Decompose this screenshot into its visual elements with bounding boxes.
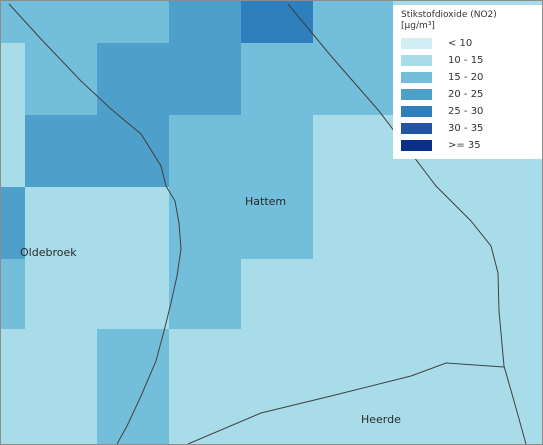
legend-swatch: [401, 140, 432, 151]
place-label-oldebroek: Oldebroek: [20, 246, 77, 259]
legend: Stikstofdioxide (NO2) [µg/m³] < 10 10 - …: [393, 5, 542, 159]
legend-label: 30 - 35: [448, 123, 484, 134]
road-south: [187, 362, 505, 444]
legend-item: 20 - 25: [401, 86, 536, 103]
grid-cell: [25, 43, 97, 115]
grid-cell: [169, 259, 241, 329]
legend-swatch: [401, 123, 432, 134]
legend-item: 25 - 30: [401, 103, 536, 120]
grid-cell: [169, 115, 313, 259]
legend-label: < 10: [448, 38, 473, 49]
place-label-heerde: Heerde: [361, 413, 401, 426]
grid-cell: [97, 43, 169, 115]
place-label-hattem: Hattem: [245, 195, 287, 208]
legend-label: 25 - 30: [448, 106, 484, 117]
legend-swatch: [401, 55, 432, 66]
legend-title: Stikstofdioxide (NO2): [401, 10, 497, 20]
grid-cell: [25, 115, 169, 187]
grid-cell: [313, 1, 393, 43]
legend-label: >= 35: [448, 140, 481, 151]
legend-label: 10 - 15: [448, 55, 484, 66]
legend-label: 20 - 25: [448, 89, 484, 100]
grid-cell: [25, 187, 169, 329]
grid-cell: [169, 43, 241, 115]
legend-swatch: [401, 106, 432, 117]
legend-swatch: [401, 72, 432, 83]
grid-cell: [241, 43, 393, 115]
grid-cell: [1, 1, 169, 43]
municipal-boundary-west: [8, 3, 182, 444]
legend-item: 15 - 20: [401, 69, 536, 86]
legend-label: 15 - 20: [448, 72, 484, 83]
legend-item: < 10: [401, 35, 536, 52]
grid-cell: [1, 43, 25, 187]
legend-swatch: [401, 38, 432, 49]
legend-item: 30 - 35: [401, 120, 536, 137]
legend-swatch: [401, 89, 432, 100]
grid-cell: [241, 1, 313, 43]
grid-cell: [1, 187, 25, 259]
grid-cell: [1, 259, 25, 329]
municipal-boundary-east: [287, 3, 527, 444]
boundary-lines: [8, 3, 527, 444]
legend-item: 10 - 15: [401, 52, 536, 69]
legend-item: >= 35: [401, 137, 536, 154]
grid-cell: [97, 329, 169, 444]
legend-unit: [µg/m³]: [401, 21, 435, 31]
grid-cell: [169, 1, 241, 43]
